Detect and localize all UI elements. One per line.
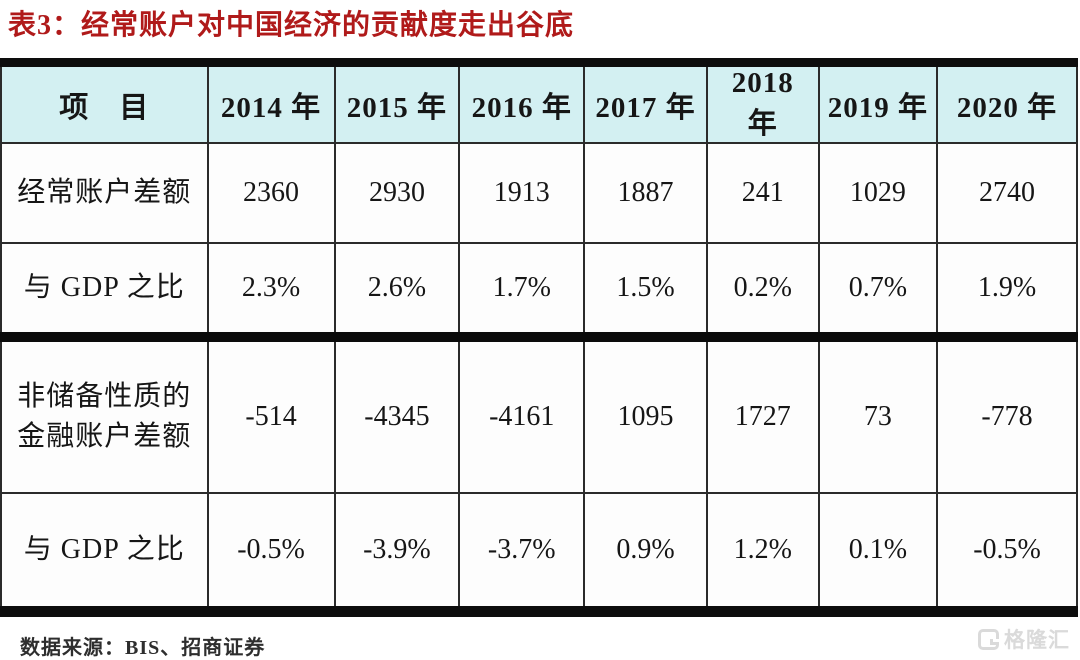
table-cell: -3.7% [458,492,586,613]
table-header-row: 项 目 2014 年 2015 年 2016 年 2017 年 2018 年 2… [0,61,1078,145]
table-cell: -4161 [458,336,586,495]
row-label: 与 GDP 之比 [0,492,209,613]
table-cell: 2930 [333,142,461,245]
data-source-note: 数据来源：BIS、招商证券 [20,637,266,660]
header-cell-2019: 2019 年 [817,61,939,145]
header-cell-2020: 2020 年 [936,61,1078,145]
gelonghui-logo-icon [978,628,999,650]
table-cell: 1.7% [458,242,586,343]
table-cell: 1029 [817,142,939,245]
table-cell: 2.6% [333,242,461,343]
table-row-current-account-balance: 经常账户差额 2360 2930 1913 1887 241 1029 2740 [0,142,1078,245]
table-cell: -778 [936,336,1078,495]
row-label: 经常账户差额 [0,142,209,245]
table-row-gdp-ratio-1: 与 GDP 之比 2.3% 2.6% 1.7% 1.5% 0.2% 0.7% 1… [0,242,1078,343]
gelonghui-watermark: 格隆汇 [978,624,1070,654]
table-title: 表3：经常账户对中国经济的贡献度走出谷底 [8,10,575,41]
table-cell: 0.2% [705,242,820,343]
gelonghui-logo-text: 格隆汇 [1004,629,1070,652]
table-cell: 1887 [583,142,708,245]
table-cell: 1.5% [583,242,708,343]
table-cell: -0.5% [206,492,336,613]
table-cell: 0.9% [583,492,708,613]
table-cell: 0.7% [817,242,939,343]
table-cell: 0.1% [817,492,939,613]
table-cell: -514 [206,336,336,495]
table-cell: 73 [817,336,939,495]
header-cell-2016: 2016 年 [458,61,586,145]
table-cell: 1.9% [936,242,1078,343]
table-row-non-reserve-financial-account: 非储备性质的金融账户差额 -514 -4345 -4161 1095 1727 … [0,336,1078,495]
header-cell-2017: 2017 年 [583,61,708,145]
table-row-gdp-ratio-2: 与 GDP 之比 -0.5% -3.9% -3.7% 0.9% 1.2% 0.1… [0,492,1078,613]
table-cell: 2.3% [206,242,336,343]
table-cell: 2360 [206,142,336,245]
table-cell: 241 [705,142,820,245]
table-cell: 2740 [936,142,1078,245]
table-cell: -3.9% [333,492,461,613]
table-cell: 1913 [458,142,586,245]
table-cell: 1.2% [705,492,820,613]
current-account-table: 项 目 2014 年 2015 年 2016 年 2017 年 2018 年 2… [0,58,1078,618]
table-cell: -0.5% [936,492,1078,613]
header-cell-2015: 2015 年 [333,61,461,145]
header-cell-item: 项 目 [0,61,209,145]
row-label: 与 GDP 之比 [0,242,209,343]
table-cell: 1727 [705,336,820,495]
row-label: 非储备性质的金融账户差额 [0,336,209,495]
table-cell: 1095 [583,336,708,495]
header-cell-2014: 2014 年 [206,61,336,145]
header-cell-2018: 2018 年 [705,61,820,145]
table-cell: -4345 [333,336,461,495]
